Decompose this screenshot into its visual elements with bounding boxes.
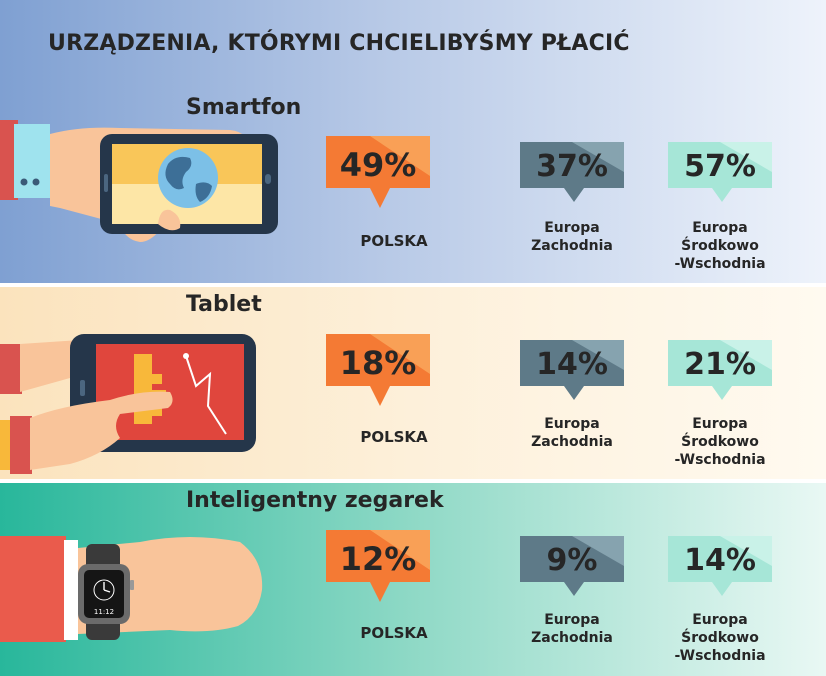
label-srodkowo: Europa Środkowo -Wschodnia bbox=[656, 611, 784, 665]
bubble-shape bbox=[326, 334, 430, 406]
smartwatch-hand-illustration: 11:12 bbox=[0, 536, 263, 642]
value-srodkowo-zegarek: 14% bbox=[684, 543, 756, 578]
section-divider bbox=[0, 283, 826, 287]
bubble-shape bbox=[668, 536, 772, 596]
label-zachodnia: Europa Zachodnia bbox=[508, 219, 636, 255]
section-title-smartfon: Smartfon bbox=[186, 95, 302, 120]
label-line: Zachodnia bbox=[531, 238, 613, 254]
value-bubble-polska-smartfon: 49% bbox=[326, 136, 430, 208]
label-line: Europa bbox=[692, 220, 748, 236]
tablet-hands-illustration bbox=[0, 334, 256, 474]
label-line: -Wschodnia bbox=[674, 452, 766, 468]
bubble-shape bbox=[520, 340, 624, 400]
value-bubble-zachodnia-tablet: 14% bbox=[520, 340, 624, 400]
bubble-shape bbox=[668, 142, 772, 202]
label-srodkowo: Europa Środkowo -Wschodnia bbox=[656, 415, 784, 469]
value-srodkowo-tablet: 21% bbox=[684, 347, 756, 382]
label-line: Europa bbox=[544, 220, 600, 236]
label-line: Środkowo bbox=[681, 630, 759, 646]
label-line: Europa bbox=[692, 612, 748, 628]
section-title-zegarek: Inteligentny zegarek bbox=[186, 488, 444, 513]
value-srodkowo-smartfon: 57% bbox=[684, 149, 756, 184]
value-polska-tablet: 18% bbox=[339, 344, 417, 382]
page-title: URZĄDZENIA, KTÓRYMI CHCIELIBYŚMY PŁACIĆ bbox=[48, 31, 630, 56]
section-divider bbox=[0, 479, 826, 483]
value-polska-smartfon: 49% bbox=[339, 146, 417, 184]
label-line: Zachodnia bbox=[531, 434, 613, 450]
value-zachodnia-smartfon: 37% bbox=[536, 149, 608, 184]
value-zachodnia-zegarek: 9% bbox=[546, 543, 598, 578]
label-line: Środkowo bbox=[681, 434, 759, 450]
value-zachodnia-tablet: 14% bbox=[536, 347, 608, 382]
value-bubble-zachodnia-smartfon: 37% bbox=[520, 142, 624, 202]
label-line: -Wschodnia bbox=[674, 256, 766, 272]
label-line: Zachodnia bbox=[531, 630, 613, 646]
value-bubble-srodkowo-tablet: 21% bbox=[668, 340, 772, 400]
label-polska: POLSKA bbox=[360, 428, 428, 446]
watch-time: 11:12 bbox=[94, 608, 114, 616]
bubble-shape bbox=[520, 142, 624, 202]
label-polska: POLSKA bbox=[360, 232, 428, 250]
value-bubble-zachodnia-zegarek: 9% bbox=[520, 536, 624, 596]
bubble-shape bbox=[326, 530, 430, 602]
smartphone-hand-illustration bbox=[0, 120, 278, 242]
bubble-shape bbox=[668, 340, 772, 400]
value-bubble-polska-zegarek: 12% bbox=[326, 530, 430, 602]
value-bubble-polska-tablet: 18% bbox=[326, 334, 430, 406]
label-line: Europa bbox=[544, 416, 600, 432]
section-title-tablet: Tablet bbox=[186, 292, 262, 317]
label-line: Europa bbox=[692, 416, 748, 432]
label-polska: POLSKA bbox=[360, 624, 428, 642]
value-bubble-srodkowo-smartfon: 57% bbox=[668, 142, 772, 202]
label-zachodnia: Europa Zachodnia bbox=[508, 415, 636, 451]
value-polska-zegarek: 12% bbox=[339, 540, 417, 578]
bubble-shape bbox=[326, 136, 430, 208]
value-bubble-srodkowo-zegarek: 14% bbox=[668, 536, 772, 596]
label-line: Europa bbox=[544, 612, 600, 628]
label-line: -Wschodnia bbox=[674, 648, 766, 664]
label-zachodnia: Europa Zachodnia bbox=[508, 611, 636, 647]
label-line: Środkowo bbox=[681, 238, 759, 254]
label-srodkowo: Europa Środkowo -Wschodnia bbox=[656, 219, 784, 273]
bubble-shape bbox=[520, 536, 624, 596]
